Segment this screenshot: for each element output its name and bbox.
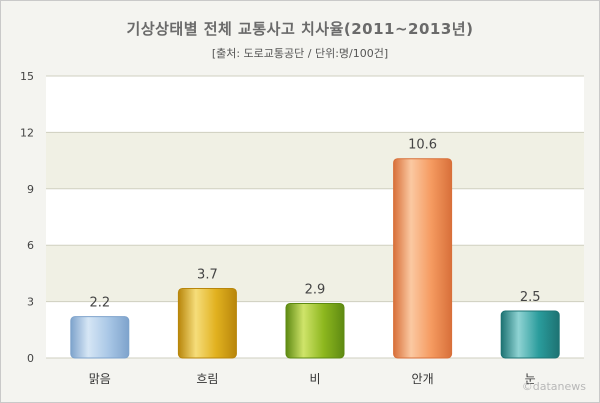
data-label: 2.9 — [305, 282, 326, 297]
y-tick-label: 9 — [27, 183, 34, 196]
data-label: 3.7 — [197, 267, 218, 282]
x-tick-label: 안개 — [412, 372, 434, 386]
data-label: 2.5 — [520, 290, 541, 305]
value-labels: 2.2 3.7 2.9 10.6 2.5 — [89, 138, 540, 311]
y-tick-label: 0 — [27, 352, 34, 365]
bar — [393, 158, 453, 359]
bar — [70, 316, 130, 359]
bar — [285, 302, 345, 359]
grid-band — [46, 76, 584, 133]
y-tick-label: 12 — [20, 126, 34, 139]
grid-bands — [46, 76, 584, 358]
grid-band — [46, 132, 584, 189]
y-axis-ticks: 0 3 6 9 12 15 — [20, 70, 34, 365]
y-tick-label: 3 — [27, 296, 34, 309]
bar — [177, 287, 237, 359]
data-label: 10.6 — [408, 138, 437, 153]
bars — [70, 158, 560, 359]
grid-band — [46, 245, 584, 302]
watermark: ©datanews — [521, 380, 586, 393]
x-tick-label: 맑음 — [89, 372, 111, 386]
x-axis-labels: 맑음 흐림 비 안개 눈 — [89, 372, 536, 386]
x-tick-label: 비 — [309, 372, 320, 386]
chart-title: 기상상태별 전체 교통사고 치사율(2011~2013년) — [126, 20, 474, 38]
grid-band — [46, 188, 584, 246]
x-tick-label: 눈 — [525, 372, 536, 386]
chart-subtitle: [출처: 도로교통공단 / 단위:명/100건] — [211, 47, 389, 60]
y-tick-label: 6 — [27, 239, 34, 252]
bar — [500, 310, 560, 359]
x-tick-label: 흐림 — [196, 372, 218, 386]
y-tick-label: 15 — [20, 70, 34, 83]
data-label: 2.2 — [89, 296, 110, 311]
